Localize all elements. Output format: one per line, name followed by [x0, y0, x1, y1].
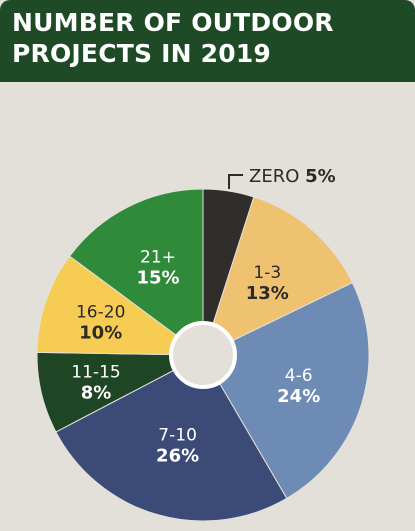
callout-line-zero [228, 174, 244, 190]
pie-slice-1-3 [202, 196, 354, 356]
slice-percent-7-10: 26% [156, 445, 199, 466]
pie-center-hole [169, 321, 237, 389]
slice-percent-1-3: 13% [246, 283, 289, 304]
slice-label-1-3: 1-3 [253, 263, 281, 283]
slice-label-21: 21+ [140, 248, 176, 268]
pie-slice-16-20 [36, 255, 205, 356]
slice-label-4-6: 4-6 [285, 366, 313, 386]
pie-slice-7-10 [55, 354, 288, 522]
slice-percent-16-20: 10% [79, 322, 122, 343]
slice-percent-4-6: 24% [277, 386, 320, 407]
pie-slice-21 [68, 188, 204, 356]
slice-label-zero: ZERO 5% [249, 166, 336, 187]
chart-title-line-1: NUMBER OF OUTDOOR [12, 8, 334, 37]
slice-percent-21: 15% [136, 268, 179, 289]
slice-label-7-10: 7-10 [158, 425, 197, 445]
pie-slice-4-6 [202, 281, 370, 500]
title-banner: NUMBER OF OUTDOOR PROJECTS IN 2019 [0, 0, 415, 82]
chart-title-line-2: PROJECTS IN 2019 [12, 39, 272, 68]
slice-label-11-15: 11-15 [71, 362, 120, 382]
slice-label-16-20: 16-20 [76, 302, 125, 322]
slice-percent-11-15: 8% [81, 382, 112, 403]
